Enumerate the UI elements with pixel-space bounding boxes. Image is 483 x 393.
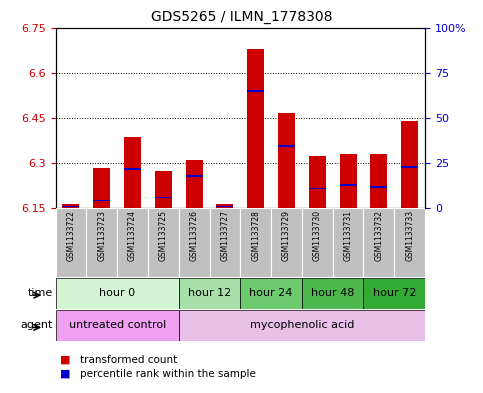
- Bar: [124, 168, 141, 170]
- Text: ■: ■: [60, 354, 71, 365]
- Text: hour 0: hour 0: [99, 288, 135, 298]
- Bar: [185, 175, 202, 177]
- Bar: [340, 184, 356, 186]
- Bar: [333, 208, 364, 277]
- Bar: [370, 186, 387, 188]
- Text: hour 48: hour 48: [311, 288, 355, 298]
- Bar: [394, 208, 425, 277]
- Bar: [62, 204, 79, 208]
- Text: GSM1133733: GSM1133733: [405, 210, 414, 261]
- Bar: [117, 208, 148, 277]
- Text: ■: ■: [60, 369, 71, 379]
- Bar: [179, 278, 240, 309]
- Text: percentile rank within the sample: percentile rank within the sample: [80, 369, 256, 379]
- Text: GSM1133727: GSM1133727: [220, 210, 229, 261]
- Text: untreated control: untreated control: [69, 320, 166, 331]
- Bar: [370, 154, 387, 208]
- Bar: [56, 310, 179, 341]
- Bar: [240, 278, 302, 309]
- Bar: [401, 166, 418, 168]
- Bar: [124, 138, 141, 208]
- Text: GSM1133725: GSM1133725: [159, 210, 168, 261]
- Bar: [155, 171, 172, 208]
- Bar: [340, 154, 356, 208]
- Bar: [278, 145, 295, 147]
- Text: GSM1133728: GSM1133728: [251, 210, 260, 261]
- Text: hour 12: hour 12: [188, 288, 231, 298]
- Text: GSM1133726: GSM1133726: [190, 210, 199, 261]
- Bar: [302, 278, 364, 309]
- Bar: [148, 208, 179, 277]
- Bar: [302, 208, 333, 277]
- Text: transformed count: transformed count: [80, 354, 177, 365]
- Bar: [216, 206, 233, 208]
- Text: GSM1133729: GSM1133729: [282, 210, 291, 261]
- Bar: [93, 200, 110, 201]
- Text: GSM1133732: GSM1133732: [374, 210, 384, 261]
- Bar: [56, 278, 179, 309]
- Text: agent: agent: [21, 320, 53, 331]
- Bar: [240, 208, 271, 277]
- Bar: [278, 114, 295, 208]
- Bar: [179, 310, 425, 341]
- Text: GSM1133723: GSM1133723: [97, 210, 106, 261]
- Bar: [309, 156, 326, 208]
- Text: time: time: [28, 288, 53, 298]
- Text: GSM1133722: GSM1133722: [67, 210, 75, 261]
- Bar: [179, 208, 210, 277]
- Text: GSM1133724: GSM1133724: [128, 210, 137, 261]
- Text: GSM1133730: GSM1133730: [313, 210, 322, 261]
- Bar: [401, 121, 418, 208]
- Text: mycophenolic acid: mycophenolic acid: [250, 320, 354, 331]
- Bar: [62, 206, 79, 208]
- Bar: [86, 208, 117, 277]
- Text: hour 72: hour 72: [372, 288, 416, 298]
- Bar: [155, 196, 172, 198]
- Bar: [247, 90, 264, 92]
- Bar: [271, 208, 302, 277]
- Bar: [93, 168, 110, 208]
- Text: GDS5265 / ILMN_1778308: GDS5265 / ILMN_1778308: [151, 10, 332, 24]
- Bar: [216, 204, 233, 208]
- Bar: [309, 187, 326, 189]
- Bar: [247, 49, 264, 208]
- Bar: [364, 278, 425, 309]
- Bar: [364, 208, 394, 277]
- Bar: [210, 208, 240, 277]
- Bar: [56, 208, 86, 277]
- Text: GSM1133731: GSM1133731: [343, 210, 353, 261]
- Bar: [185, 160, 202, 208]
- Text: hour 24: hour 24: [249, 288, 293, 298]
